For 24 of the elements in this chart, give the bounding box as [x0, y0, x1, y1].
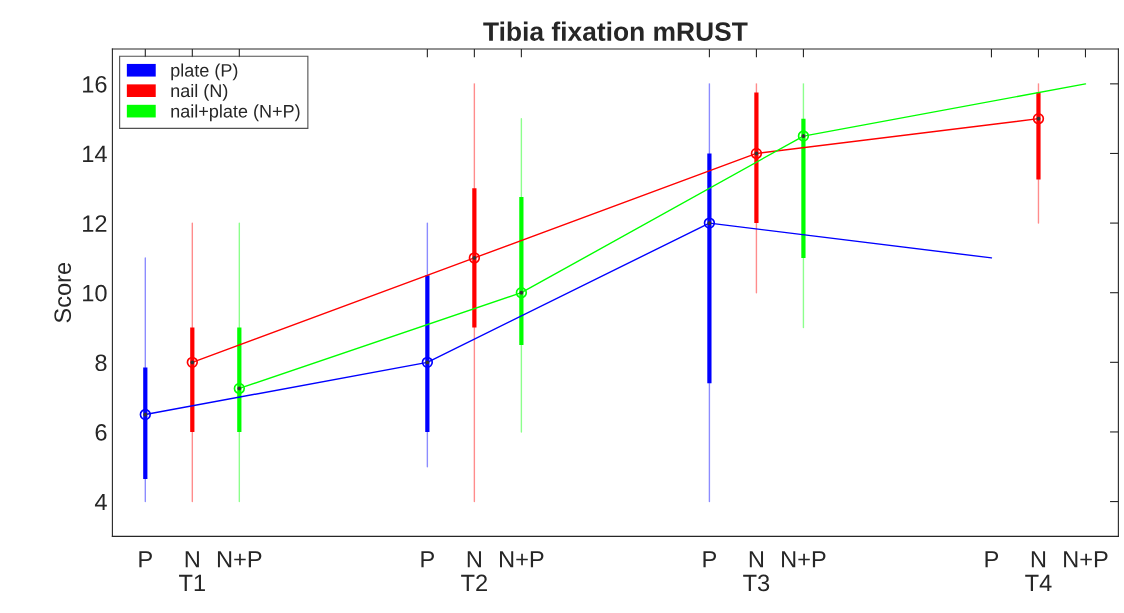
x-tick-label: P — [139, 551, 152, 568]
x-tick-label: P — [703, 551, 717, 568]
x-tick-label: P — [421, 551, 434, 568]
x-tick-label: P — [985, 551, 999, 568]
y-tick-label: 10 — [83, 284, 107, 302]
x-tick-label: N+P — [782, 551, 826, 568]
x-tick-label: N T3 — [743, 551, 770, 592]
x-tick-label: N T2 — [461, 551, 487, 592]
x-tick-label: N T1 — [179, 551, 205, 592]
y-tick-label: 12 — [83, 215, 107, 232]
y-tick-label: 16 — [83, 75, 107, 93]
y-axis-title: Score — [54, 262, 72, 323]
x-tick-label: N+P — [217, 551, 262, 568]
x-tick-label: N+P — [1064, 551, 1108, 568]
x-tick-label: N+P — [500, 551, 544, 568]
y-tick-label: 6 — [95, 424, 107, 441]
legend-label: nail (N) — [171, 83, 228, 101]
legend-label: plate (P) — [171, 63, 238, 81]
chart-title: Tibia fixation mRUST — [483, 21, 748, 41]
y-tick-label: 8 — [95, 354, 107, 372]
legend-label: nail+plate (N+P) — [171, 104, 300, 122]
y-tick-label: 14 — [83, 145, 107, 163]
x-tick-label: N T4 — [1025, 551, 1052, 592]
y-tick-label: 4 — [94, 493, 107, 511]
